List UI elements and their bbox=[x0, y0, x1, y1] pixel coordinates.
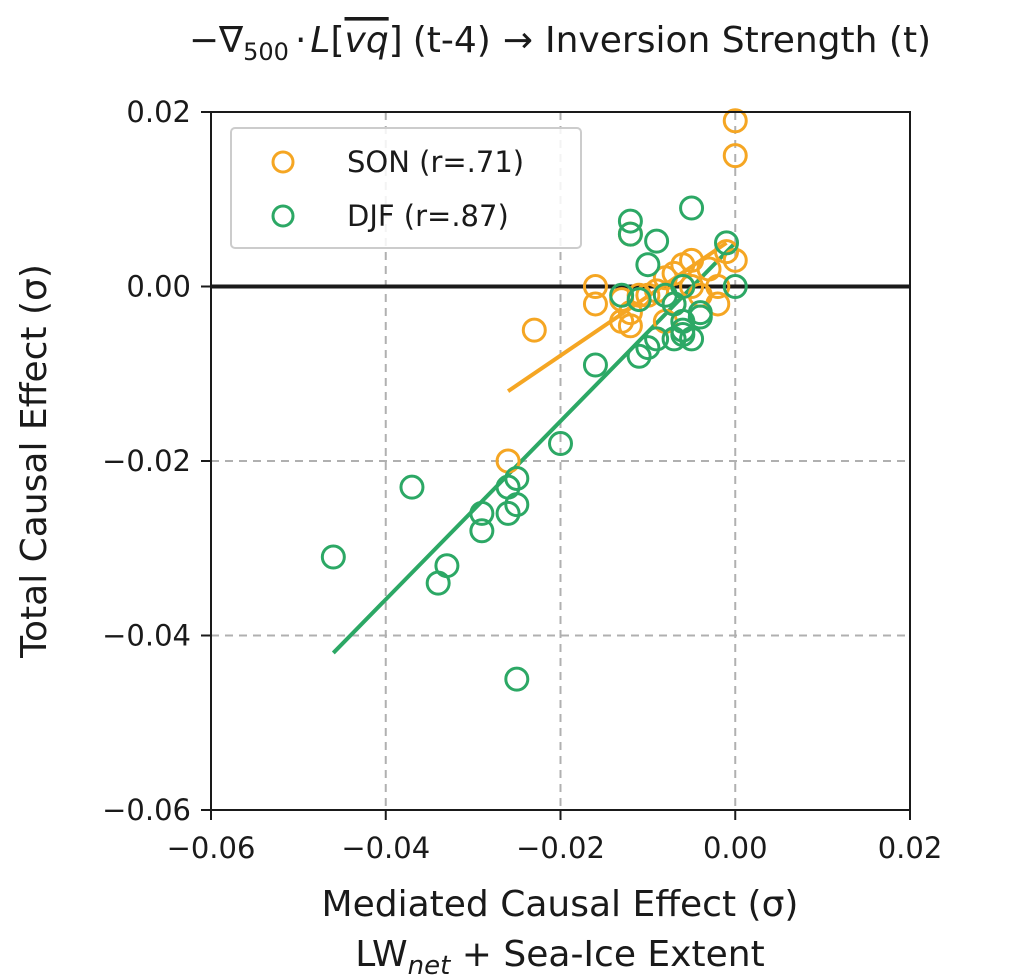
x-axis-title-line2-sub: net bbox=[408, 951, 451, 976]
y-tick-label: 0.00 bbox=[126, 270, 191, 304]
data-point-djf bbox=[609, 282, 635, 308]
y-ticks: −0.06 −0.04 −0.02 0.00 0.02 bbox=[102, 95, 211, 827]
data-point-djf bbox=[635, 335, 661, 361]
chart-title: −∇500 · L[vq] (t-4) → Inversion Strength (t) bbox=[189, 20, 931, 66]
x-tick-label: 0.00 bbox=[703, 831, 768, 865]
x-axis-title-line2: LWnet + Sea-Ice Extent bbox=[355, 934, 764, 976]
fit-line-son bbox=[506, 241, 728, 393]
data-point-djf bbox=[687, 304, 713, 330]
data-point-djf bbox=[469, 500, 495, 526]
data-point-djf bbox=[644, 326, 670, 352]
data-point-son bbox=[722, 108, 748, 134]
data-point-djf bbox=[548, 431, 573, 457]
data-point-djf bbox=[626, 287, 652, 313]
x-tick-label: −0.06 bbox=[167, 831, 256, 865]
data-point-son bbox=[722, 143, 748, 169]
data-point-djf bbox=[504, 666, 530, 692]
data-point-son bbox=[582, 291, 608, 317]
y-tick-label: −0.04 bbox=[102, 619, 191, 653]
data-point-son bbox=[714, 239, 740, 265]
data-point-djf bbox=[469, 518, 495, 544]
legend-marker-son bbox=[271, 150, 295, 174]
legend-box bbox=[230, 127, 582, 249]
data-point-djf bbox=[320, 544, 346, 570]
data-point-djf bbox=[617, 221, 643, 247]
data-point-djf bbox=[617, 208, 643, 234]
fit-line-djf bbox=[331, 241, 737, 655]
data-point-son bbox=[521, 317, 547, 343]
title-target: Inversion Strength (t) bbox=[545, 20, 931, 61]
legend: SON (r=.71) DJF (r=.87) bbox=[230, 127, 582, 249]
legend-label-djf: DJF (r=.87) bbox=[347, 199, 509, 233]
data-points bbox=[320, 108, 748, 692]
data-point-djf bbox=[652, 282, 678, 308]
title-lag: (t-4) bbox=[413, 20, 491, 61]
y-tick-label: 0.02 bbox=[126, 95, 191, 129]
title-l: L bbox=[310, 20, 330, 61]
data-point-djf bbox=[722, 274, 748, 299]
x-tick-label: −0.02 bbox=[516, 831, 605, 865]
x-axis-title-line2-rest: + Sea-Ice Extent bbox=[450, 934, 764, 975]
data-point-djf bbox=[679, 326, 705, 352]
title-prefix: −∇ bbox=[189, 20, 244, 61]
data-point-son bbox=[679, 274, 705, 299]
data-point-djf bbox=[504, 492, 530, 518]
legend-marker-djf bbox=[271, 204, 295, 228]
title-dot: · bbox=[295, 20, 306, 61]
x-ticks: −0.06 −0.04 −0.02 0.00 0.02 bbox=[167, 810, 943, 865]
data-point-djf bbox=[626, 343, 652, 369]
title-open-bracket: [ bbox=[330, 20, 344, 61]
y-tick-label: −0.06 bbox=[102, 793, 191, 827]
y-axis-title: Total Causal Effect (σ) bbox=[14, 264, 55, 659]
data-point-djf bbox=[714, 230, 740, 256]
y-tick-label: −0.02 bbox=[102, 444, 191, 478]
x-tick-label: −0.04 bbox=[341, 831, 430, 865]
data-point-djf bbox=[504, 465, 530, 491]
x-tick-label: 0.02 bbox=[878, 831, 943, 865]
data-point-son bbox=[617, 313, 643, 339]
data-point-son bbox=[582, 274, 608, 299]
data-point-djf bbox=[635, 252, 661, 278]
title-subscript: 500 bbox=[243, 38, 289, 66]
data-point-djf bbox=[582, 352, 608, 378]
legend-label-son: SON (r=.71) bbox=[347, 145, 524, 179]
data-point-djf bbox=[679, 195, 705, 221]
data-point-djf bbox=[644, 228, 670, 254]
fit-lines bbox=[331, 241, 737, 655]
title-vq: vq bbox=[345, 20, 389, 61]
x-axis-title-line2-base: LW bbox=[355, 934, 407, 975]
data-point-djf bbox=[425, 570, 451, 596]
x-axis-title: Mediated Causal Effect (σ) bbox=[322, 884, 799, 925]
title-arrow: → bbox=[503, 20, 533, 61]
data-point-djf bbox=[495, 500, 521, 526]
title-close-bracket: ] bbox=[389, 20, 403, 61]
data-point-djf bbox=[399, 474, 425, 500]
